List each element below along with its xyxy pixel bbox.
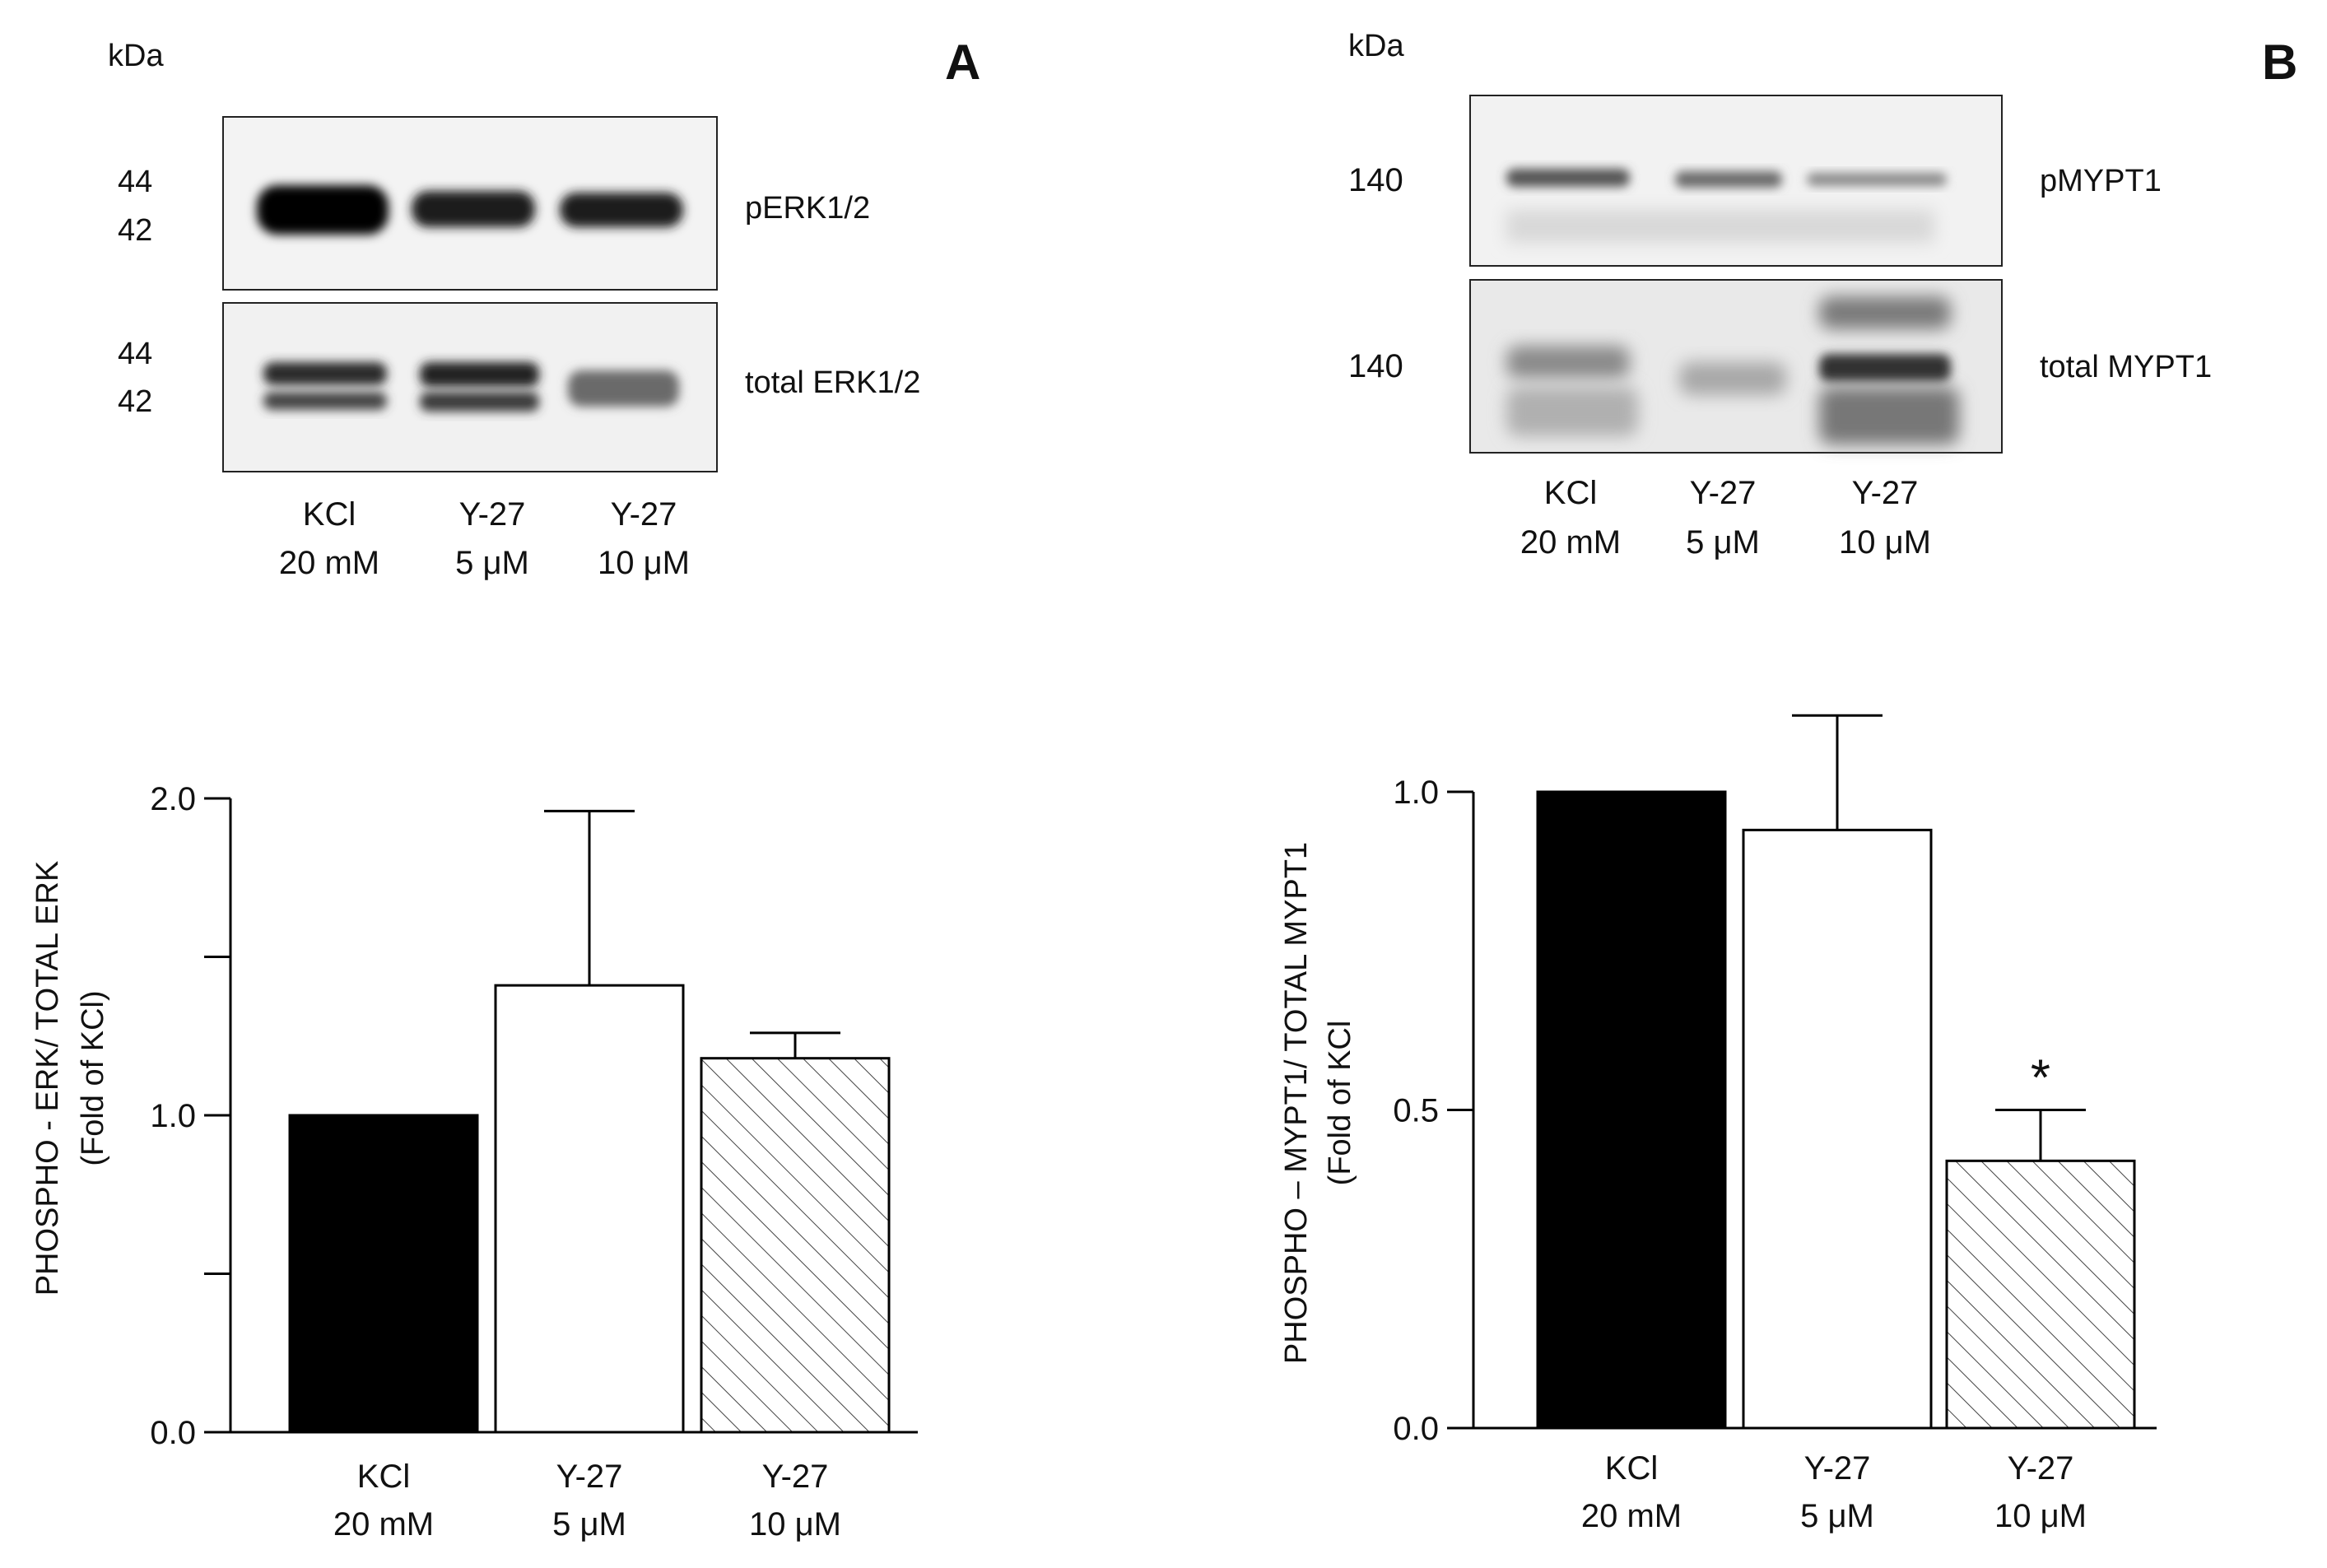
blot-b-lane-2-line2: 5 μM <box>1686 524 1760 561</box>
total-mypt1-marker-140: 140 <box>1348 348 1403 384</box>
panel-b-kda-label: kDa <box>1348 29 1404 63</box>
chart-b-category-2-line2: 5 μM <box>1800 1498 1874 1534</box>
chart-a-bar-3 <box>700 1057 891 1434</box>
chart-a-y-tick-label-3: 1.0 <box>150 1098 196 1134</box>
chart-a-category-1-line1: KCl <box>357 1459 410 1495</box>
chart-a-category-1-line2: 20 mM <box>333 1506 434 1542</box>
chart-b-significance-3: * <box>2031 1050 2050 1107</box>
chart-b-category-2-line1: Y-27 <box>1804 1450 1871 1487</box>
perk-blot-label: pERK1/2 <box>745 191 870 226</box>
chart-a-y-axis-label: PHOSPHO - ERK/ TOTAL ERK <box>30 861 65 1296</box>
chart-b-category-3-line2: 10 μM <box>1994 1498 2087 1534</box>
chart-a-bar-2 <box>494 984 685 1434</box>
chart-b-category-1-line1: KCl <box>1605 1450 1658 1487</box>
chart-a: PHOSPHO - ERK/ TOTAL ERK (Fold of KCl) K… <box>30 781 918 1542</box>
blot-a-lane-1-line1: KCl <box>303 496 356 533</box>
blot-b-lane-2-line1: Y-27 <box>1690 475 1757 511</box>
blot-b-lane-1-line1: KCl <box>1544 475 1597 511</box>
total-erk-blot-label: total ERK1/2 <box>745 365 920 400</box>
panel-b-blot: kDa B 140 pMYPT1 140 total MYPT1 KCl 20 … <box>1348 29 2297 561</box>
total-mypt1-blot-image <box>1469 279 2003 454</box>
panel-a-blot: kDa A 44 42 pERK1/2 44 42 total ERK1/2 K… <box>108 35 980 581</box>
chart-a-y-tick-label-1: 0.0 <box>150 1415 196 1451</box>
chart-a-category-2-line2: 5 μM <box>552 1506 626 1542</box>
blot-a-lane-1-line2: 20 mM <box>279 545 379 581</box>
blot-a-lane-3-line1: Y-27 <box>611 496 677 533</box>
chart-b-category-3-line1: Y-27 <box>2008 1450 2074 1487</box>
chart-a-bar-1 <box>288 1114 479 1434</box>
chart-a-category-2-line1: Y-27 <box>556 1459 623 1495</box>
chart-a-y-tick-label-5: 2.0 <box>150 781 196 817</box>
total-erk-blot-image <box>222 302 718 472</box>
total-mypt1-blot-label: total MYPT1 <box>2040 350 2212 384</box>
perk-blot-image <box>222 116 718 291</box>
chart-a-category-3-line2: 10 μM <box>749 1506 841 1542</box>
pmypt1-blot-image <box>1469 95 2003 267</box>
total-erk-marker-42: 42 <box>118 384 152 419</box>
blot-a-lane-2-line1: Y-27 <box>459 496 526 533</box>
blot-b-lane-3-line1: Y-27 <box>1852 475 1919 511</box>
perk-marker-42: 42 <box>118 213 152 248</box>
chart-b: PHOSPHO – MYPT1/ TOTAL MYPT1 (Fold of KC… <box>1279 714 2157 1534</box>
blot-a-lane-3-line2: 10 μM <box>598 545 690 581</box>
chart-a-y-axis-label-sub: (Fold of KCl) <box>76 990 110 1166</box>
chart-b-y-axis-label-sub: (Fold of KCl <box>1323 1021 1357 1186</box>
chart-b-category-1-line2: 20 mM <box>1581 1498 1682 1534</box>
panel-b-letter: B <box>2262 35 2297 90</box>
chart-b-y-axis-label: PHOSPHO – MYPT1/ TOTAL MYPT1 <box>1279 842 1314 1364</box>
chart-b-y-tick-label-2: 0.5 <box>1393 1093 1439 1129</box>
chart-b-y-tick-label-3: 1.0 <box>1393 775 1439 811</box>
chart-b-y-tick-label-1: 0.0 <box>1393 1411 1439 1447</box>
pmypt1-marker-140: 140 <box>1348 162 1403 198</box>
panel-a-kda-label: kDa <box>108 39 164 73</box>
chart-b-bar-3 <box>1945 1159 2136 1430</box>
panel-a-letter: A <box>945 35 980 90</box>
chart-a-category-3-line1: Y-27 <box>762 1459 829 1495</box>
blot-b-lane-3-line2: 10 μM <box>1839 524 1931 561</box>
blot-b-lane-1-line2: 20 mM <box>1520 524 1621 561</box>
chart-b-bar-1 <box>1536 790 1727 1430</box>
blot-a-lane-2-line2: 5 μM <box>455 545 529 581</box>
pmypt1-blot-label: pMYPT1 <box>2040 164 2162 198</box>
total-erk-marker-44: 44 <box>118 337 152 371</box>
perk-marker-44: 44 <box>118 165 152 199</box>
chart-b-bar-2 <box>1742 828 1933 1430</box>
